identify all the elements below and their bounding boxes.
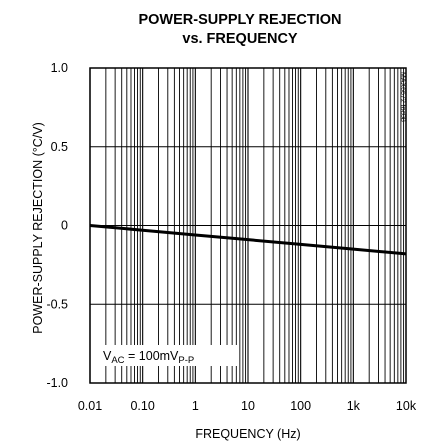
x-tick-label: 1 xyxy=(192,399,199,413)
series-line xyxy=(89,224,407,256)
chart-title-line2: vs. FREQUENCY xyxy=(182,31,298,47)
series-group xyxy=(89,224,407,256)
vac-annotation-mid: = 100mV xyxy=(125,349,180,363)
x-tick-label: 100 xyxy=(290,399,311,413)
vac-annotation-sub2: P-P xyxy=(178,355,194,366)
watermark: MAX6672 toc08 xyxy=(399,72,406,122)
x-tick-label: 1k xyxy=(347,399,361,413)
chart-title-line1: POWER-SUPPLY REJECTION xyxy=(138,12,341,28)
vac-annotation: VAC = 100mVP-P xyxy=(103,349,194,366)
x-tick-label: 0.01 xyxy=(78,399,102,413)
y-tick-label: -1.0 xyxy=(46,376,68,390)
vac-annotation-sub1: AC xyxy=(111,355,124,366)
y-axis-label: POWER-SUPPLY REJECTION (°C/V) xyxy=(31,122,45,334)
annotation-background xyxy=(100,345,238,366)
y-tick-labels: 1.0 0.5 0 -0.5 -1.0 xyxy=(46,61,68,390)
x-tick-label: 10k xyxy=(396,399,417,413)
grid xyxy=(89,67,406,384)
vac-annotation-base: V xyxy=(103,349,112,363)
x-tick-label: 10 xyxy=(241,399,255,413)
x-tick-labels: 0.01 0.10 1 10 100 1k 10k xyxy=(78,399,417,413)
y-tick-label: 0 xyxy=(61,219,68,233)
x-axis-label: FREQUENCY (Hz) xyxy=(195,427,300,441)
y-tick-label: 0.5 xyxy=(51,140,68,154)
x-tick-label: 0.10 xyxy=(130,399,154,413)
y-tick-label: 1.0 xyxy=(51,61,68,75)
y-tick-label: -0.5 xyxy=(46,297,68,311)
